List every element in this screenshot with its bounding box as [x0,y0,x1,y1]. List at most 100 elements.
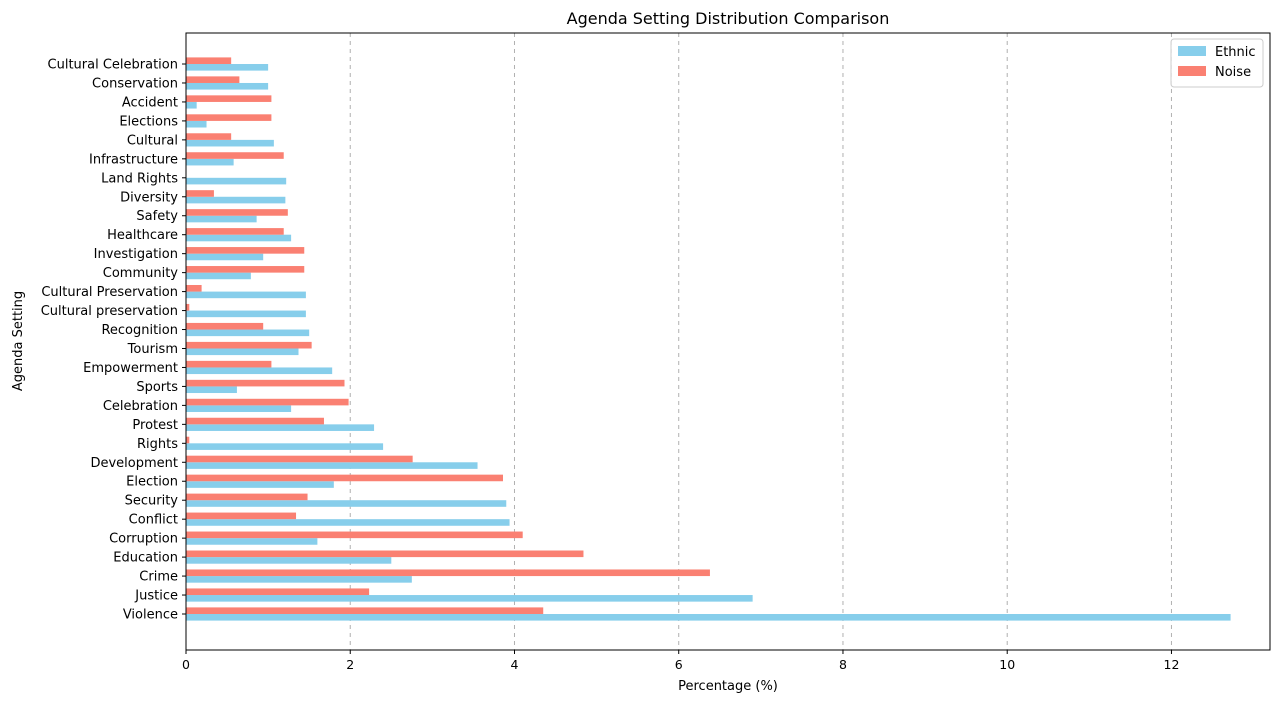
bar-noise [186,398,349,406]
bar-ethnic [186,215,257,223]
bar-ethnic [186,614,1231,621]
y-tick-label: Conservation [92,76,178,91]
bar-noise [186,417,324,425]
y-tick-label: Cultural Preservation [41,285,178,300]
bar-noise [186,588,370,596]
bar-ethnic [186,519,510,526]
y-tick-label: Accident [122,95,178,110]
x-tick-label: 8 [839,657,847,672]
bar-noise [186,133,232,140]
y-tick-label: Election [126,475,178,490]
bar-ethnic [186,101,197,109]
x-tick-label: 2 [346,657,354,672]
y-tick-label: Protest [132,418,178,433]
x-axis-label: Percentage (%) [678,679,778,694]
legend-swatch-noise [1178,66,1206,76]
y-tick-label: Conflict [129,513,178,528]
bar-ethnic [186,272,251,280]
y-tick-label: Celebration [103,399,178,414]
bar-ethnic [186,234,292,242]
bar-noise [186,436,190,444]
bar-noise [186,303,190,311]
chart-title: Agenda Setting Distribution Comparison [567,9,890,28]
bar-ethnic [186,557,392,564]
y-tick-label: Diversity [120,190,178,205]
bar-ethnic [186,310,306,318]
bar-ethnic [186,424,375,431]
bar-noise [186,607,544,614]
bar-noise [186,531,523,539]
bar-noise [186,76,240,83]
legend-label-noise: Noise [1215,65,1251,80]
bar-noise [186,57,232,65]
y-tick-label: Healthcare [107,228,178,243]
bar-ethnic [186,386,237,394]
bar-noise [186,360,272,368]
bar-ethnic [186,196,286,204]
bar-ethnic [186,595,753,602]
y-tick-label: Empowerment [83,361,178,376]
y-tick-label: Education [113,551,178,566]
y-tick-label: Community [103,266,179,281]
bar-ethnic [186,538,318,545]
y-axis-label: Agenda Setting [11,291,26,391]
bar-noise [186,341,312,349]
x-tick-label: 10 [999,657,1015,672]
y-tick-label: Elections [119,114,178,129]
bar-ethnic [186,500,507,507]
x-tick-label: 4 [511,657,519,672]
bars-group [186,57,1231,621]
bar-noise [186,95,272,102]
y-tick-label: Sports [136,380,178,395]
bar-noise [186,284,202,292]
y-axis-ticks: Violence Justice Crime Education Corruption C… [41,58,186,623]
bar-ethnic [186,329,310,337]
plot-frame [185,32,1271,651]
bar-noise [186,512,297,520]
bar-noise [186,152,284,159]
x-gridlines [349,33,1172,650]
y-tick-label: Safety [136,209,178,224]
y-tick-label: Land Rights [101,171,178,186]
y-tick-label: Cultural Celebration [48,58,178,73]
y-tick-label: Cultural [127,133,178,148]
bar-ethnic [186,348,299,356]
bar-noise [186,228,284,235]
y-tick-label: Justice [134,589,178,604]
y-tick-label: Rights [137,437,178,452]
bar-noise [186,247,305,254]
y-tick-label: Infrastructure [89,152,178,167]
bar-noise [186,379,345,387]
x-tick-label: 0 [182,657,190,672]
bar-ethnic [186,367,333,375]
y-tick-label: Security [125,494,179,509]
legend-swatch-ethnic [1178,46,1206,56]
bar-ethnic [186,82,269,90]
bar-noise [186,209,288,216]
bar-ethnic [186,177,287,185]
bar-noise [186,569,710,577]
bar-ethnic [186,462,478,469]
bar-ethnic [186,64,269,71]
bar-ethnic [186,291,306,299]
y-tick-label: Development [90,456,178,471]
bar-noise [186,190,214,197]
y-tick-label: Recognition [101,323,178,338]
bar-noise [186,114,272,121]
x-tick-label: 12 [1164,657,1180,672]
bar-ethnic [186,405,292,412]
bar-ethnic [186,120,207,128]
y-tick-label: Crime [139,570,178,585]
bar-noise [186,266,305,273]
bar-ethnic [186,139,274,147]
bar-ethnic [186,253,264,261]
bar-noise [186,474,503,482]
bar-noise [186,322,264,330]
bar-noise [186,455,413,463]
x-tick-label: 6 [675,657,683,672]
y-tick-label: Tourism [127,342,178,357]
x-axis-ticks: 0 2 4 6 8 10 12 [182,650,1179,672]
y-tick-label: Corruption [109,532,178,547]
legend: Ethnic Noise [1170,38,1264,88]
